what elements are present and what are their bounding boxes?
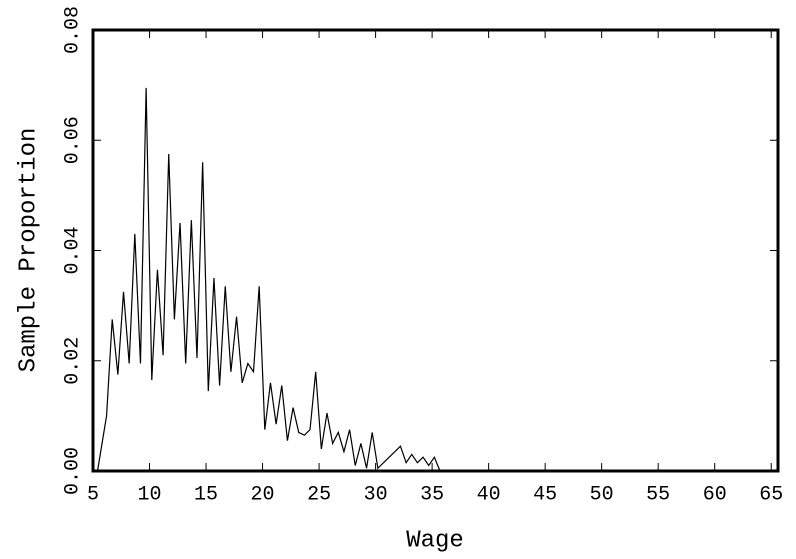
x-tick-label: 65 — [759, 483, 783, 506]
y-axis-title: Sample Proportion — [15, 128, 42, 373]
x-tick-label: 40 — [477, 483, 501, 506]
x-tick-label: 50 — [590, 483, 614, 506]
x-tick-label: 35 — [420, 483, 444, 506]
y-tick-label: 0.06 — [61, 116, 84, 164]
x-tick-label: 45 — [533, 483, 557, 506]
x-tick-label: 10 — [138, 483, 162, 506]
y-tick-label: 0.02 — [61, 337, 84, 385]
plot-frame — [91, 28, 780, 473]
x-axis-title: Wage — [406, 527, 464, 554]
data-line — [96, 87, 441, 472]
x-tick-label: 30 — [364, 483, 388, 506]
x-tick-label: 60 — [703, 483, 727, 506]
y-tick-label: 0.08 — [61, 6, 84, 54]
y-tick-label: 0.04 — [61, 226, 84, 274]
x-tick-label: 55 — [646, 483, 670, 506]
y-tick-label: 0.00 — [61, 447, 84, 495]
x-tick-label: 20 — [251, 483, 275, 506]
x-tick-label: 25 — [307, 483, 331, 506]
x-tick-label: 15 — [194, 483, 218, 506]
x-tick-label: 5 — [87, 483, 99, 506]
